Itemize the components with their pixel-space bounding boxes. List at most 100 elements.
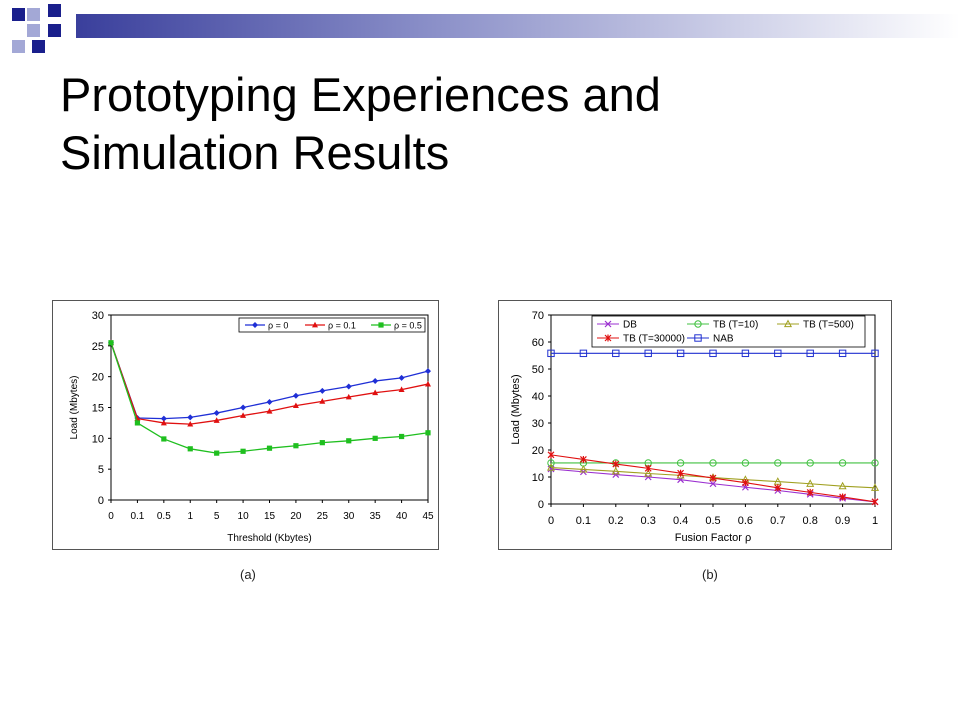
chart-b-point-2 xyxy=(870,483,880,491)
chart-b-y-axis-label: Load (Mbytes) xyxy=(510,374,522,444)
chart-a-point-0 xyxy=(292,392,299,399)
chart-a-x-tick-label: 0.1 xyxy=(130,511,144,522)
chart-b-x-tick-label: 0.5 xyxy=(705,515,720,527)
chart-b-point-3 xyxy=(547,451,555,459)
slide-title-line-1: Prototyping Experiences and xyxy=(60,68,661,121)
chart-b-legend-label: TB (T=10) xyxy=(713,320,758,331)
chart-b-legend-marker xyxy=(604,334,612,342)
chart-a-point-2 xyxy=(319,440,325,446)
chart-a-point-0 xyxy=(398,374,405,381)
chart-a-point-1 xyxy=(240,412,247,418)
chart-a-point-1 xyxy=(372,389,379,396)
chart-b-x-tick-label: 0 xyxy=(548,515,554,527)
chart-a-point-2 xyxy=(398,433,405,440)
chart-b-point-4 xyxy=(676,349,685,358)
chart-b-x-tick-label: 0.3 xyxy=(641,515,656,527)
logo-square-light-2 xyxy=(27,24,40,37)
chart-b-y-tick-label: 60 xyxy=(532,337,544,349)
chart-b-point-4 xyxy=(774,349,782,358)
chart-a-x-tick-label: 40 xyxy=(396,511,408,522)
chart-a-y-tick-label: 15 xyxy=(92,403,104,415)
logo-square-dark-1 xyxy=(12,8,25,21)
logo-square-dark-3 xyxy=(48,24,61,37)
chart-b-point-4 xyxy=(612,349,620,358)
chart-b-legend-box xyxy=(591,315,866,348)
chart-a-point-2 xyxy=(346,438,352,444)
chart-b-x-axis-label: Fusion Factor ρ xyxy=(675,532,752,544)
chart-b-x-tick-label: 0.2 xyxy=(608,515,623,527)
chart-a-point-1 xyxy=(160,419,167,426)
logo-square-light-3 xyxy=(12,40,25,53)
chart-b-x-tick-label: 0.1 xyxy=(576,515,591,527)
chart-b-y-tick-label: 0 xyxy=(538,499,544,511)
chart-b-point-3 xyxy=(612,460,620,468)
chart-a-point-1 xyxy=(187,420,194,427)
chart-b-point-3 xyxy=(774,484,782,492)
chart-a-legend-marker xyxy=(378,322,384,328)
chart-b-point-2 xyxy=(806,479,815,487)
slide-title-line-2: Simulation Results xyxy=(60,126,450,179)
chart-a-point-1 xyxy=(292,402,299,409)
chart-a-x-tick-label: 1 xyxy=(187,511,193,522)
logo-square-dark-4 xyxy=(32,40,45,53)
slide-title: Prototyping Experiences and Simulation R… xyxy=(60,66,920,182)
chart-b-x-tick-label: 0.9 xyxy=(835,515,850,527)
chart-a-point-2 xyxy=(240,448,246,454)
chart-a-legend: ρ = 0 ρ = 0.1 ρ = 0.5 xyxy=(238,317,426,333)
chart-b-point-2 xyxy=(838,481,847,490)
chart-b-legend-label: DB xyxy=(623,320,637,331)
chart-a-point-1 xyxy=(213,417,220,423)
chart-b-point-1 xyxy=(871,459,879,467)
chart-a-legend-marker xyxy=(312,321,318,328)
chart-b-point-1 xyxy=(838,459,847,467)
chart-a-legend-label: ρ = 0.5 xyxy=(394,321,422,331)
chart-b-legend-label: TB (T=500) xyxy=(803,320,854,331)
chart-a-point-2 xyxy=(425,430,431,436)
chart-a-point-1 xyxy=(345,393,352,400)
chart-b-point-3 xyxy=(839,493,847,501)
chart-a-point-2 xyxy=(266,445,273,451)
chart-b-point-3 xyxy=(741,479,749,487)
chart-b-point-4 xyxy=(547,349,555,358)
chart-a-legend-label: ρ = 0.1 xyxy=(328,321,356,331)
chart-b-point-3 xyxy=(709,474,717,482)
chart-a-point-2 xyxy=(134,420,141,426)
chart-a-point-0 xyxy=(213,410,220,417)
chart-b-y-tick-label: 40 xyxy=(532,391,544,403)
chart-a-x-tick-label: 30 xyxy=(343,511,355,522)
chart-b-legend-marker xyxy=(694,334,702,342)
chart-b-legend-label: TB (T=30000) xyxy=(623,334,685,345)
chart-b-point-2 xyxy=(644,469,653,477)
chart-b-point-1 xyxy=(547,459,555,467)
chart-a-point-2 xyxy=(214,450,220,456)
chart-b-y-tick-label: 20 xyxy=(532,445,544,457)
chart-b-legend-label: NAB xyxy=(713,334,734,345)
chart-a-x-tick-label: 35 xyxy=(370,511,382,522)
chart-a-y-tick-label: 30 xyxy=(92,310,104,322)
chart-b-point-2 xyxy=(579,464,588,473)
chart-a-legend-box xyxy=(238,317,426,333)
chart-b-point-0 xyxy=(644,473,652,481)
chart-a-point-0 xyxy=(266,398,273,405)
chart-a-legend-marker xyxy=(252,322,258,328)
chart-a-x-tick-label: 20 xyxy=(290,511,302,522)
chart-b-fusion-load: 0 10 20 30 40 50 60 70 0 0.1 0.2 0.3 0.4 0.5 0.6 0.7 0.8… xyxy=(510,310,880,544)
chart-a-x-tick-label: 15 xyxy=(264,511,276,522)
chart-a-point-0 xyxy=(187,414,194,421)
chart-a-y-axis-label: Load (Mbytes) xyxy=(69,376,80,440)
chart-b-point-3 xyxy=(806,488,814,496)
logo-square-light-1 xyxy=(27,8,40,21)
chart-a-point-0 xyxy=(240,404,247,411)
chart-a-x-axis-label: Threshold (Kbytes) xyxy=(227,533,311,544)
chart-a-x-tick-label: 0.5 xyxy=(157,511,171,522)
chart-b-point-1 xyxy=(676,459,685,467)
chart-a-x-tick-label: 10 xyxy=(238,511,250,522)
chart-a-point-0 xyxy=(319,387,326,394)
chart-a-point-2 xyxy=(293,443,299,449)
chart-b-legend-marker xyxy=(694,320,702,328)
chart-b-point-3 xyxy=(677,469,685,477)
chart-b-x-tick-label: 0.8 xyxy=(803,515,818,527)
chart-b-point-4 xyxy=(579,349,588,358)
chart-b-point-3 xyxy=(644,464,652,472)
